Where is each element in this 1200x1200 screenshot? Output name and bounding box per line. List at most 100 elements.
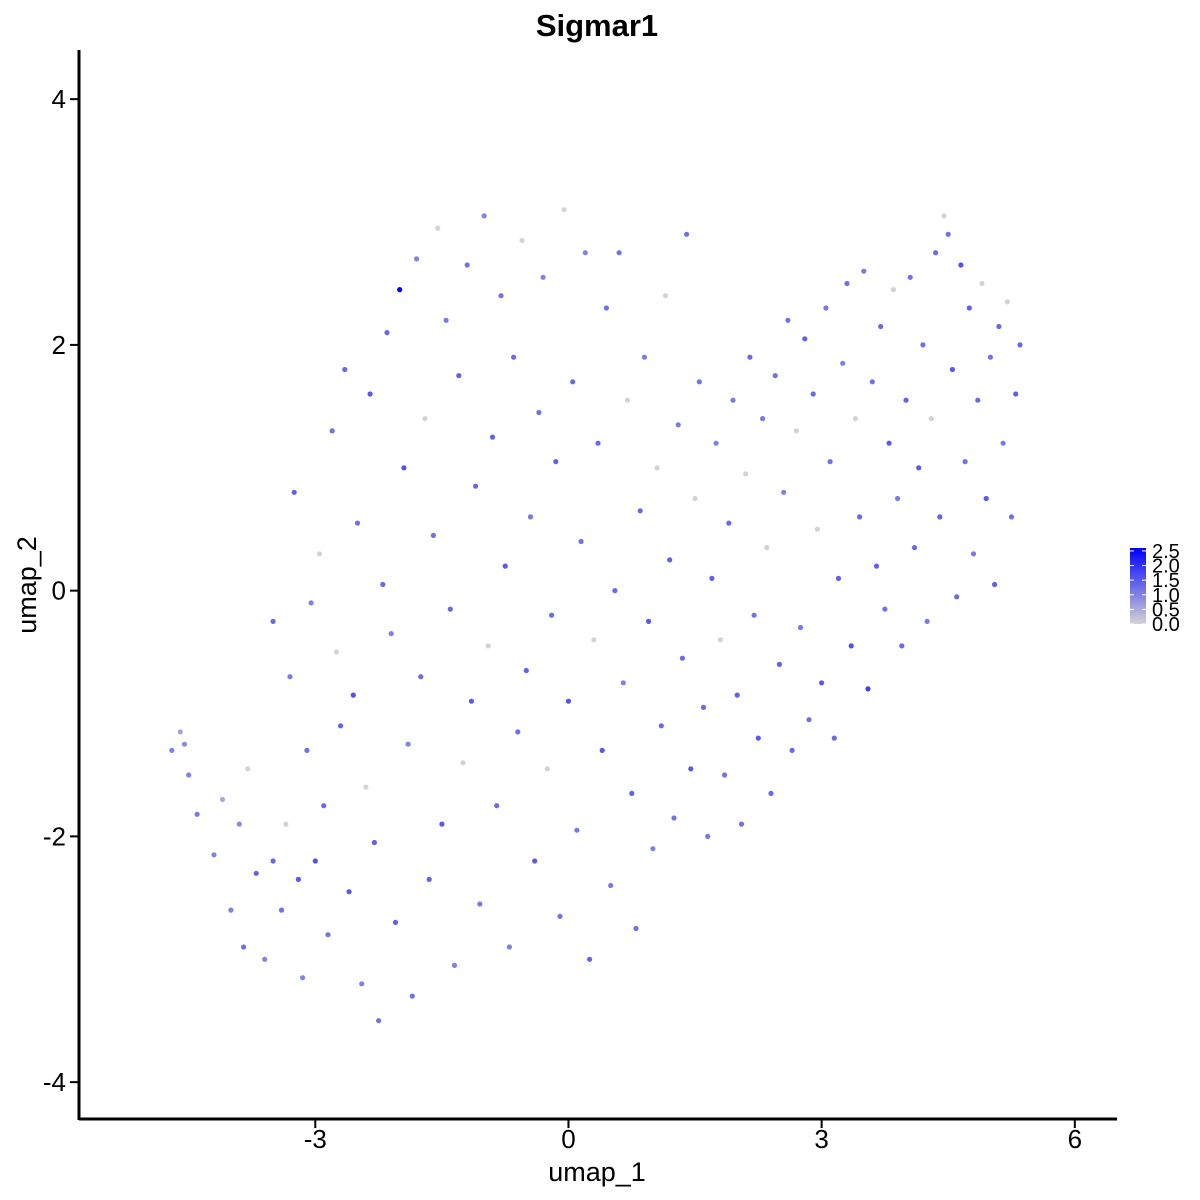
points-layer <box>169 207 1023 1024</box>
data-point <box>295 876 301 883</box>
data-point <box>920 342 926 348</box>
x-tick-label: 0 <box>561 1124 575 1154</box>
data-point <box>363 784 369 790</box>
data-point <box>992 581 998 588</box>
data-point <box>722 772 728 778</box>
data-point <box>557 913 563 919</box>
data-point <box>911 545 918 551</box>
data-point <box>380 581 386 588</box>
data-point <box>797 624 804 631</box>
data-point <box>776 661 783 668</box>
data-point <box>359 981 365 987</box>
data-point <box>321 803 327 809</box>
data-point <box>966 305 972 311</box>
data-point <box>405 741 411 747</box>
colorbar-tick-label: 0.0 <box>1152 614 1180 636</box>
data-point <box>481 213 487 219</box>
data-point <box>181 741 188 747</box>
data-point <box>527 514 534 520</box>
data-point <box>451 962 458 969</box>
data-point <box>768 790 774 797</box>
data-point <box>253 870 259 876</box>
data-point <box>464 262 470 268</box>
data-point <box>473 483 479 489</box>
data-point <box>570 379 576 385</box>
data-point <box>443 317 449 323</box>
data-point <box>591 637 597 643</box>
data-point <box>241 944 247 950</box>
data-point <box>489 434 496 440</box>
data-point <box>624 397 631 403</box>
data-point <box>384 330 390 336</box>
data-point <box>852 416 859 422</box>
data-point <box>342 366 348 373</box>
data-point <box>582 250 588 256</box>
y-axis-ticks: -4 -2 0 2 4 <box>43 84 79 1097</box>
x-axis-ticks: -3 0 3 6 <box>304 1119 1082 1154</box>
data-point <box>532 858 538 864</box>
data-point <box>485 643 491 649</box>
data-point <box>869 379 875 385</box>
data-point <box>886 440 892 446</box>
data-point <box>194 811 200 817</box>
colorbar-ticks: 0.00.51.01.52.02.5 <box>1130 541 1180 636</box>
data-point <box>502 563 508 569</box>
data-point <box>840 360 846 366</box>
data-point <box>510 354 517 360</box>
data-point <box>654 465 660 471</box>
data-point <box>983 495 989 502</box>
data-point <box>304 747 310 754</box>
chart-title: Sigmar1 <box>536 8 658 43</box>
data-point <box>430 532 436 539</box>
data-point <box>435 225 441 231</box>
data-point <box>468 698 474 704</box>
data-point <box>228 907 234 913</box>
data-point <box>574 827 580 833</box>
data-point <box>177 729 183 735</box>
data-point <box>549 612 555 618</box>
data-point <box>329 428 335 434</box>
data-point <box>975 397 981 403</box>
data-point <box>308 600 314 606</box>
colorbar-legend: 0.00.51.01.52.02.5 <box>1130 541 1180 636</box>
data-point <box>734 692 740 698</box>
data-point <box>882 606 888 612</box>
data-point <box>456 373 462 379</box>
data-point <box>941 213 947 219</box>
data-point <box>300 975 306 981</box>
data-point <box>789 747 795 754</box>
data-point <box>954 594 960 600</box>
data-point <box>928 416 934 422</box>
data-point <box>540 274 546 280</box>
data-point <box>772 373 778 379</box>
y-tick-label: -4 <box>43 1067 66 1097</box>
data-point <box>781 489 787 495</box>
data-point <box>519 237 525 244</box>
data-point <box>422 416 428 422</box>
data-point <box>599 747 605 754</box>
data-point <box>873 563 880 569</box>
data-point <box>823 305 829 311</box>
data-point <box>565 698 572 704</box>
data-point <box>553 459 559 465</box>
data-point <box>561 207 567 213</box>
data-point <box>1000 440 1006 446</box>
data-point <box>367 391 373 397</box>
data-point <box>810 391 816 397</box>
data-point <box>764 545 770 551</box>
data-point <box>283 821 289 827</box>
data-point <box>376 1018 382 1024</box>
data-point <box>662 293 669 299</box>
data-point <box>262 956 268 962</box>
data-point <box>890 287 897 293</box>
data-point <box>996 323 1002 330</box>
x-axis-title: umap_1 <box>548 1157 646 1187</box>
data-point <box>675 422 681 428</box>
data-point <box>865 686 871 692</box>
data-point <box>827 459 833 465</box>
data-point <box>949 366 956 373</box>
data-point <box>169 747 175 754</box>
data-point <box>506 944 512 950</box>
data-point <box>426 876 432 883</box>
